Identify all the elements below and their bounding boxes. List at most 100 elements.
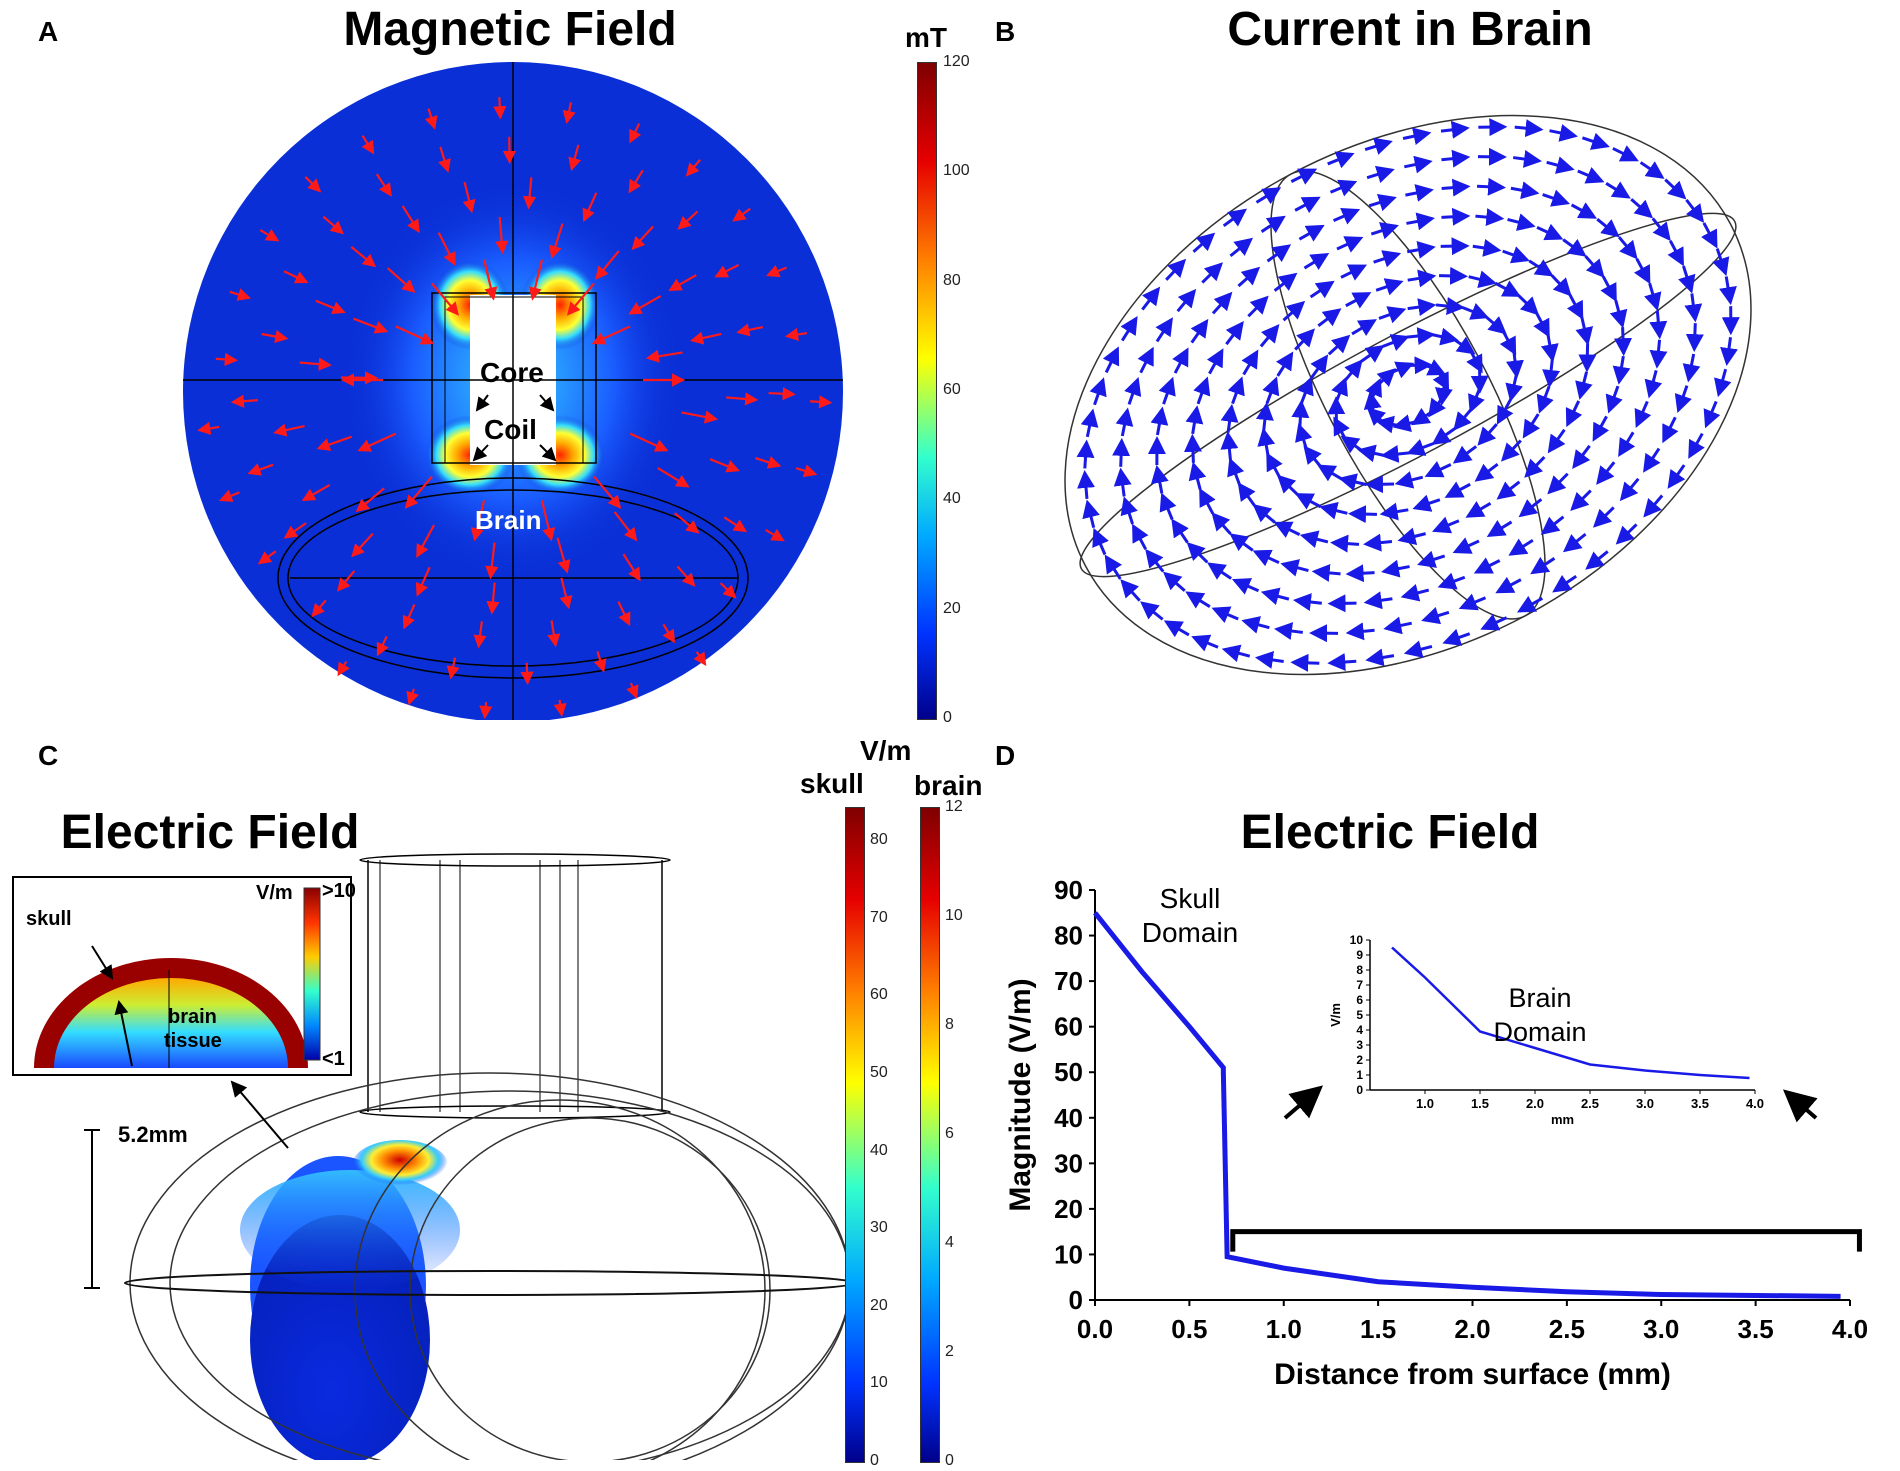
current-arrow	[1444, 481, 1471, 498]
field-arrow	[341, 371, 379, 385]
current-arrow	[1259, 324, 1280, 348]
field-arrow	[336, 570, 356, 592]
current-arrow	[1211, 291, 1233, 315]
x-tick-label: 4.0	[1832, 1314, 1868, 1344]
inset-brain-label: brain	[168, 1006, 217, 1028]
field-arrow	[810, 395, 833, 409]
current-arrow	[1547, 472, 1569, 495]
current-arrow	[1502, 246, 1530, 264]
colorbar-skull-tick-80: 80	[870, 831, 888, 848]
colorbar-brain-tick-12: 12	[945, 798, 963, 815]
current-arrow	[1120, 496, 1138, 525]
inset-pointer-right	[1782, 1089, 1818, 1123]
y-tick-label: 20	[1054, 1194, 1083, 1224]
field-arrow	[299, 357, 332, 371]
current-arrow	[1082, 499, 1100, 529]
current-arrow	[1565, 400, 1583, 428]
current-arrow	[1298, 224, 1325, 242]
field-arrow	[549, 223, 564, 259]
current-arrow	[1266, 452, 1283, 479]
current-arrow	[1296, 376, 1314, 405]
current-arrow	[1421, 606, 1450, 625]
current-arrow	[1247, 295, 1269, 318]
field-arrow	[401, 205, 420, 234]
current-arrow	[1630, 198, 1654, 219]
current-arrow	[1327, 151, 1355, 169]
current-arrow	[1584, 255, 1605, 278]
field-arrow	[283, 522, 307, 539]
y-tick-label: 10	[1054, 1239, 1083, 1269]
y-tick-label: 40	[1054, 1103, 1083, 1133]
field-arrow	[304, 176, 322, 193]
current-arrow	[1684, 293, 1703, 323]
field-arrow	[645, 349, 683, 363]
field-arrow	[719, 582, 737, 599]
field-arrow	[626, 682, 639, 699]
colorbar-a-tick-40: 40	[943, 490, 961, 508]
colorbar-brain-label: brain	[914, 770, 983, 801]
current-arrow	[1483, 314, 1507, 335]
current-arrow	[1317, 464, 1343, 482]
current-arrow	[1406, 212, 1435, 231]
field-arrow	[361, 135, 375, 155]
current-arrow	[1329, 179, 1358, 197]
current-arrow	[1662, 416, 1679, 444]
brain-outline	[277, 477, 749, 679]
current-arrow	[1468, 385, 1485, 414]
field-arrow	[416, 524, 435, 558]
current-arrow	[1612, 145, 1639, 162]
x-tick-label: 3.0	[1643, 1314, 1679, 1344]
inset-y-tick-label: 5	[1356, 1008, 1363, 1022]
colorbar-skull	[845, 807, 865, 1463]
current-arrow	[1383, 616, 1413, 635]
current-arrow	[1406, 327, 1436, 346]
current-arrow	[1639, 161, 1665, 179]
field-arrow	[709, 458, 740, 473]
inset-x-tick-label: 3.5	[1691, 1096, 1709, 1111]
current-arrow	[1678, 265, 1696, 294]
current-arrow	[1373, 250, 1402, 268]
field-arrow	[322, 215, 344, 235]
current-arrow	[1211, 606, 1239, 624]
y-tick-label: 80	[1054, 921, 1083, 951]
panel-letter-b: B	[995, 16, 1016, 47]
field-arrow	[431, 282, 460, 316]
field-arrow	[523, 177, 537, 210]
brain-ellipsoid-outline	[1064, 114, 1752, 676]
field-arrow	[674, 512, 700, 534]
field-arrow	[593, 475, 622, 509]
y-tick-label: 60	[1054, 1012, 1083, 1042]
current-arrow	[1643, 494, 1664, 518]
current-arrow	[1472, 238, 1502, 257]
current-arrow	[1124, 377, 1142, 405]
current-arrow	[1206, 348, 1224, 375]
current-arrow	[1211, 512, 1232, 535]
current-arrow	[1550, 274, 1572, 297]
current-arrow	[1402, 127, 1432, 146]
current-arrow	[1364, 137, 1393, 155]
inset-x-tick-label: 2.5	[1581, 1096, 1599, 1111]
field-arrow	[676, 565, 696, 587]
field-arrow	[229, 288, 252, 301]
field-arrow	[629, 432, 669, 452]
field-arrow	[726, 392, 759, 406]
current-arrow	[1292, 593, 1322, 611]
field-arrow	[553, 699, 567, 717]
current-arrow	[1547, 428, 1566, 454]
field-arrow	[591, 325, 631, 345]
current-arrow	[1276, 351, 1294, 377]
current-arrow	[1562, 238, 1587, 257]
inset-x-tick-label: 1.5	[1471, 1096, 1489, 1111]
field-arrow	[568, 144, 582, 172]
current-arrow	[1496, 398, 1514, 425]
current-arrow	[1165, 258, 1187, 281]
current-arrow	[1102, 346, 1120, 374]
current-arrow	[1229, 533, 1254, 552]
current-arrow	[1720, 337, 1738, 366]
inset-y-tick-label: 0	[1356, 1083, 1363, 1097]
x-tick-label: 0.0	[1077, 1314, 1113, 1344]
panel-d-title: Electric Field	[1240, 806, 1540, 859]
current-arrow	[1510, 181, 1540, 200]
current-arrow	[1191, 634, 1219, 652]
current-arrow	[1115, 407, 1134, 437]
